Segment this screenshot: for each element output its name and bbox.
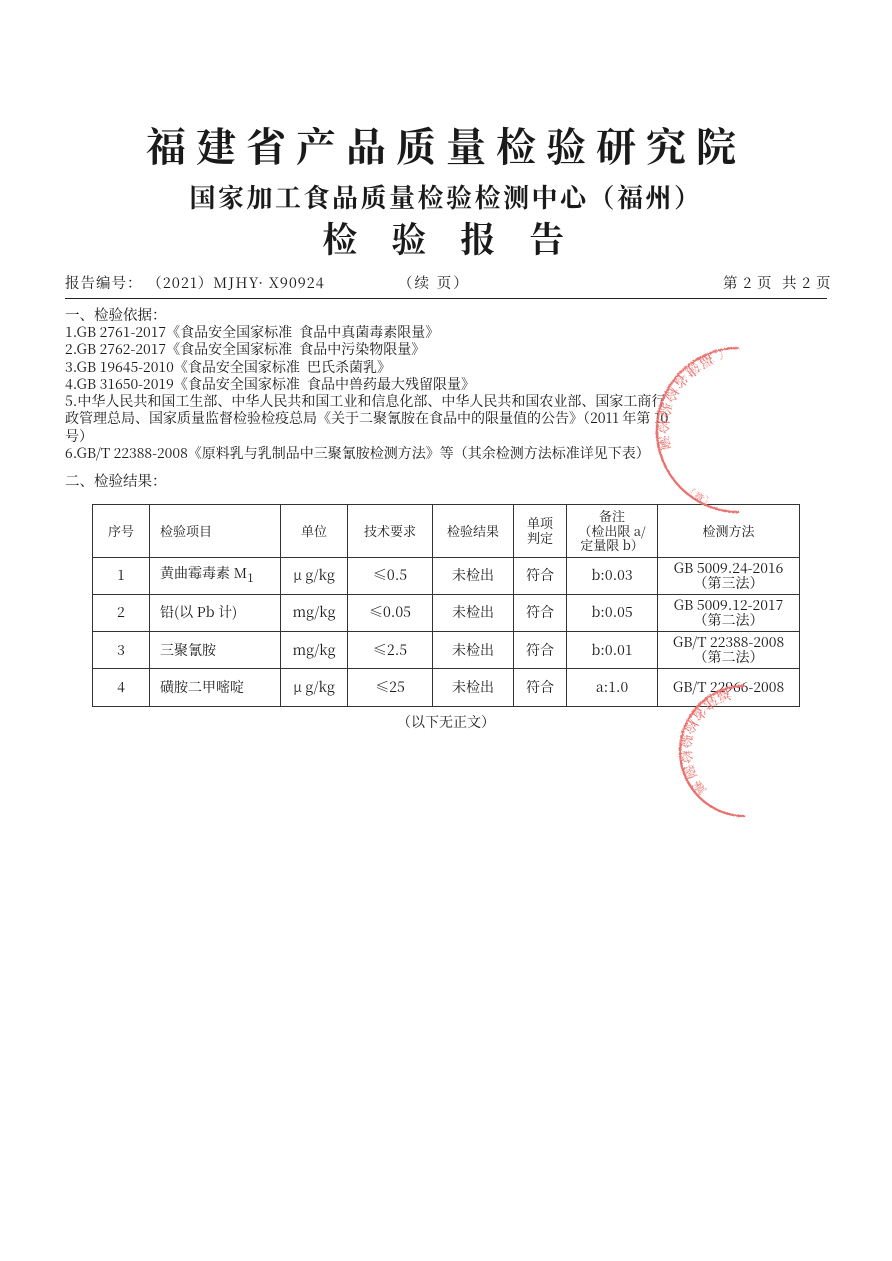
svg-text:〔章〕: 〔章〕 xyxy=(680,481,718,512)
svg-text:福建省检验检测: 福建省检验检测 xyxy=(675,683,735,785)
svg-text:〔: 〔 xyxy=(716,344,731,362)
svg-text:福建省检验检测: 福建省检验检测 xyxy=(652,348,718,455)
